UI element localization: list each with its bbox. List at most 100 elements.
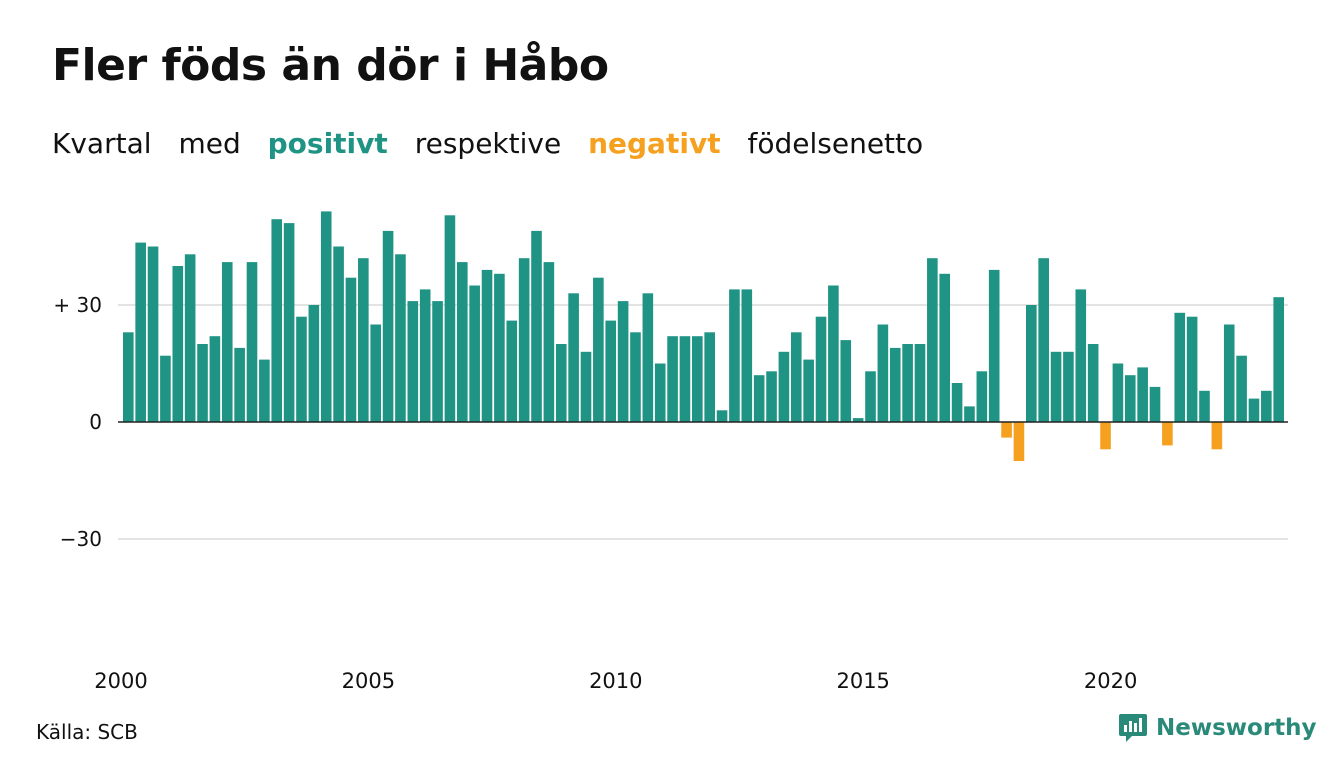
- bar: [568, 293, 579, 422]
- bar: [308, 305, 320, 422]
- bar: [988, 269, 1000, 422]
- bar: [679, 336, 691, 422]
- x-tick-label: 2005: [342, 669, 395, 693]
- x-tick-label: 2010: [589, 669, 642, 693]
- bar: [407, 301, 419, 422]
- newsworthy-logo: Newsworthy: [1118, 712, 1317, 744]
- bar: [382, 230, 394, 422]
- bar: [1124, 375, 1136, 422]
- bar: [1063, 351, 1074, 422]
- y-tick-label: −30: [60, 527, 102, 551]
- bar: [456, 262, 468, 422]
- bar: [580, 351, 592, 422]
- bar: [927, 258, 938, 422]
- bar: [1174, 312, 1186, 422]
- y-tick-label: + 30: [53, 293, 102, 317]
- bar: [1261, 390, 1272, 422]
- bar: [1273, 297, 1285, 422]
- bar: [877, 324, 889, 422]
- bar: [1248, 398, 1260, 422]
- subtitle-positive-label: positivt: [267, 127, 388, 160]
- bar: [333, 246, 344, 422]
- bar: [555, 344, 567, 422]
- bar: [1087, 344, 1099, 422]
- bar: [147, 246, 159, 422]
- subtitle-negative-label: negativt: [588, 127, 721, 160]
- bar: [432, 301, 443, 422]
- bar: [741, 289, 753, 422]
- bar: [642, 293, 654, 422]
- bar: [246, 262, 258, 422]
- bar: [469, 285, 480, 422]
- bar: [1026, 305, 1037, 422]
- bar: [419, 289, 431, 422]
- bar: [852, 418, 864, 422]
- bar: [976, 371, 988, 422]
- bar: [1075, 289, 1087, 422]
- bar: [1100, 422, 1111, 450]
- bar: [914, 344, 926, 422]
- bar: [605, 320, 617, 422]
- bar: [1001, 422, 1012, 438]
- bar: [815, 316, 827, 422]
- x-tick-label: 2015: [836, 669, 889, 693]
- chart-title: Fler föds än dör i Håbo: [52, 40, 609, 91]
- bar: [543, 262, 555, 422]
- bar: [865, 371, 876, 422]
- bars: [123, 211, 1285, 461]
- bar: [184, 254, 196, 422]
- bar: [506, 320, 518, 422]
- bar: [753, 375, 765, 422]
- bar: [1186, 316, 1198, 422]
- bar: [494, 273, 505, 422]
- bar: [358, 258, 369, 422]
- bar: [395, 254, 406, 422]
- bar: [283, 223, 295, 422]
- bar: [234, 347, 245, 422]
- bar: [1199, 390, 1210, 422]
- bar: [345, 277, 357, 422]
- newsworthy-logo-icon: [1119, 714, 1147, 742]
- bar: [1236, 355, 1247, 422]
- bar: [531, 230, 542, 422]
- subtitle-word-fodelsenetto: födelsenetto: [747, 127, 924, 160]
- bar: [593, 277, 604, 422]
- bar: [716, 410, 728, 422]
- bar: [320, 211, 332, 422]
- bar: [828, 285, 839, 422]
- bar: [209, 336, 221, 422]
- bar: [259, 359, 270, 422]
- subtitle-word-kvartal: Kvartal: [52, 127, 152, 160]
- bar: [1050, 351, 1062, 422]
- newsworthy-logo-text: Newsworthy: [1156, 715, 1317, 741]
- bar: [1137, 367, 1148, 422]
- bar: [1013, 422, 1025, 461]
- bar: [296, 316, 307, 422]
- bar: [271, 219, 283, 422]
- bar: [135, 242, 146, 422]
- bar: [518, 258, 530, 422]
- bar: [840, 340, 852, 422]
- bar: [221, 262, 233, 422]
- bar: [1038, 258, 1049, 422]
- bar: [123, 332, 134, 422]
- bar: [692, 336, 703, 422]
- bar: [729, 289, 740, 422]
- bar: [778, 351, 790, 422]
- bar: [630, 332, 641, 422]
- bar: [902, 344, 913, 422]
- bar: [1149, 386, 1161, 422]
- bar: [481, 269, 493, 422]
- bar: [1223, 324, 1235, 422]
- bar: [1162, 422, 1173, 446]
- bar: [197, 344, 208, 422]
- source-note: Källa: SCB: [36, 720, 138, 744]
- bar: [1112, 363, 1124, 422]
- bar: [803, 359, 814, 422]
- bar: [889, 347, 901, 422]
- bar: [790, 332, 802, 422]
- bar: [444, 215, 456, 422]
- bar: [370, 324, 381, 422]
- x-tick-label: 2020: [1084, 669, 1137, 693]
